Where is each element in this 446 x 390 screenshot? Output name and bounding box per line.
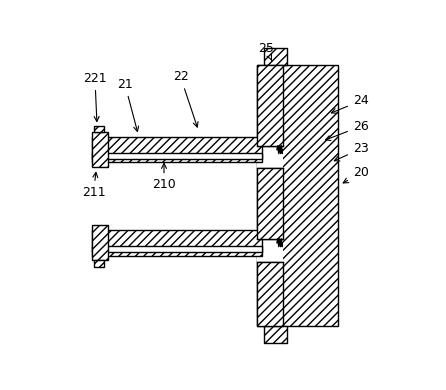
Bar: [92, 246, 262, 252]
Bar: [94, 260, 103, 267]
Bar: [257, 65, 338, 326]
Text: 25: 25: [258, 42, 274, 60]
Bar: [92, 137, 262, 162]
Bar: [92, 230, 262, 255]
Bar: [264, 48, 286, 65]
Bar: [257, 262, 283, 326]
Bar: [92, 225, 108, 260]
Text: 23: 23: [334, 142, 368, 161]
Bar: [94, 126, 103, 132]
Text: 211: 211: [82, 172, 105, 199]
Bar: [92, 132, 108, 167]
Bar: [257, 65, 283, 146]
Bar: [257, 146, 283, 168]
Text: 20: 20: [343, 167, 369, 183]
Text: 210: 210: [152, 163, 176, 191]
Text: 221: 221: [83, 72, 107, 121]
Text: 26: 26: [326, 120, 368, 140]
Bar: [257, 239, 283, 262]
Text: 24: 24: [331, 94, 368, 113]
Text: 22: 22: [173, 70, 198, 127]
Bar: [257, 168, 283, 239]
Bar: [92, 153, 262, 158]
Text: 21: 21: [117, 78, 139, 131]
Bar: [264, 326, 286, 342]
